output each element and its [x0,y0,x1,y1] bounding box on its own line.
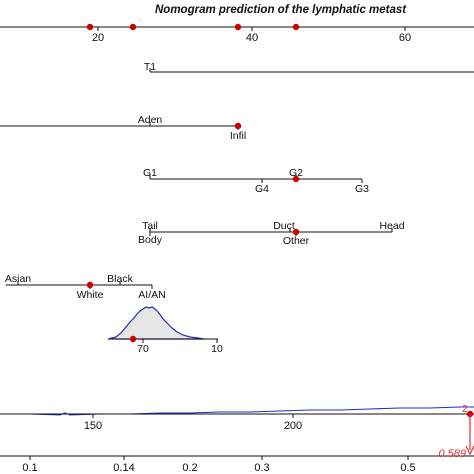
points-tick-label: 60 [399,32,411,44]
row-t-stage: T1 [144,61,474,73]
row-label: Tail [142,220,158,232]
row-label: White [77,289,104,301]
probability-tick-label: 0.3 [254,462,269,474]
row-label: Other [283,235,310,247]
chart-title: Nomogram prediction of the lymphatic met… [155,4,407,16]
row-label: G2 [289,167,303,179]
probability-tick-label: 0.5 [400,462,415,474]
probability-value: 0.589 [438,448,466,460]
probability-axis: 0.1 0.14 0.2 0.3 0.5 0.589 [0,448,474,474]
row-label: Asian [5,273,31,285]
row-label: Black [107,273,133,285]
row-label: Aden [138,114,163,126]
connector-arrowhead [465,445,474,456]
probability-tick-label: 0.1 [22,462,37,474]
selected-point [86,281,94,289]
row-race: Asian Black White AI/AN [5,273,166,301]
points-axis: 20 40 60 [0,23,474,44]
total-points-marker-label: 2 [462,404,468,415]
row-label: G4 [255,183,269,195]
row-label: Head [379,220,404,232]
row-tick-label: 70 [137,343,149,355]
selected-point [234,122,242,130]
total-points-density [0,406,474,416]
row-label: G1 [143,167,157,179]
selected-point [292,228,300,236]
points-marker [129,23,137,31]
row-label: AI/AN [138,289,165,301]
probability-tick-label: 0.14 [113,462,134,474]
points-marker [86,23,94,31]
row-label: Body [138,234,163,246]
points-marker [234,23,242,31]
row-label: T1 [144,61,156,73]
points-marker [292,23,300,31]
total-points-axis: 150 200 2 [0,404,474,456]
row-age: 70 10 [107,306,223,355]
row-label: Infil [230,130,246,142]
row-histology: Aden Infil [0,114,246,142]
selected-point [292,175,300,183]
points-tick-label: 40 [246,32,258,44]
row-tick-label: 10 [211,343,223,355]
row-grade: G1 G2 G4 G3 [143,167,369,195]
row-label: Duct [273,220,295,232]
probability-tick-label: 0.2 [182,462,197,474]
points-tick-label: 20 [92,32,104,44]
selected-point [129,335,137,343]
row-label: G3 [355,183,369,195]
row-site: Tail Duct Head Body Other [138,220,405,247]
total-points-tick-label: 150 [84,420,102,432]
age-density-curve [107,306,205,340]
total-points-tick-label: 200 [284,420,302,432]
